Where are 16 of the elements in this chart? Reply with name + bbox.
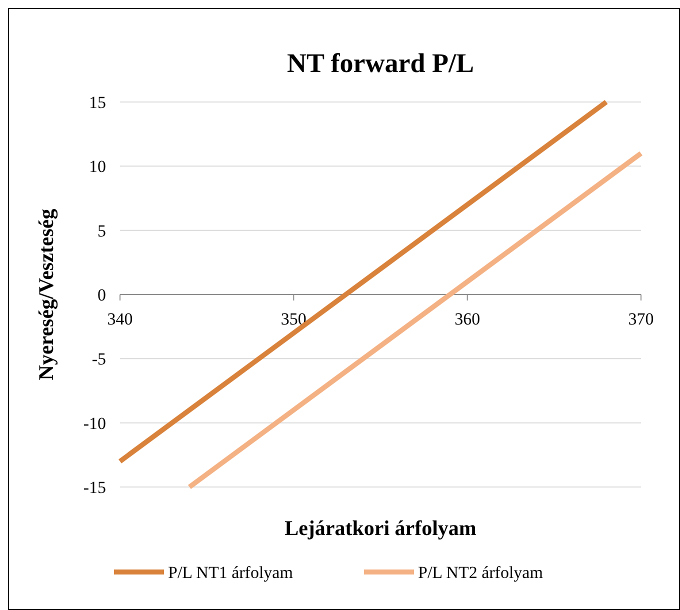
x-tick-label: 340 — [107, 310, 133, 328]
y-tick-label: 10 — [89, 157, 106, 176]
x-axis-title: Lejáratkori árfolyam — [284, 516, 477, 540]
y-axis-title: Nyereség/Veszteség — [34, 208, 58, 380]
y-tick-label: -10 — [83, 414, 106, 433]
x-tick-label: 360 — [454, 310, 480, 328]
legend-label: P/L NT1 árfolyam — [168, 563, 293, 582]
y-tick-label: 15 — [89, 93, 106, 112]
x-tick-label: 350 — [280, 310, 306, 328]
y-tick-label: 0 — [98, 286, 106, 304]
chart-title: NT forward P/L — [287, 48, 474, 78]
y-tick-label: -5 — [92, 350, 106, 369]
y-tick-label: 5 — [98, 221, 106, 240]
y-tick-label: -15 — [83, 478, 106, 497]
x-tick-label: 370 — [628, 310, 654, 328]
legend-label: P/L NT2 árfolyam — [418, 563, 543, 582]
